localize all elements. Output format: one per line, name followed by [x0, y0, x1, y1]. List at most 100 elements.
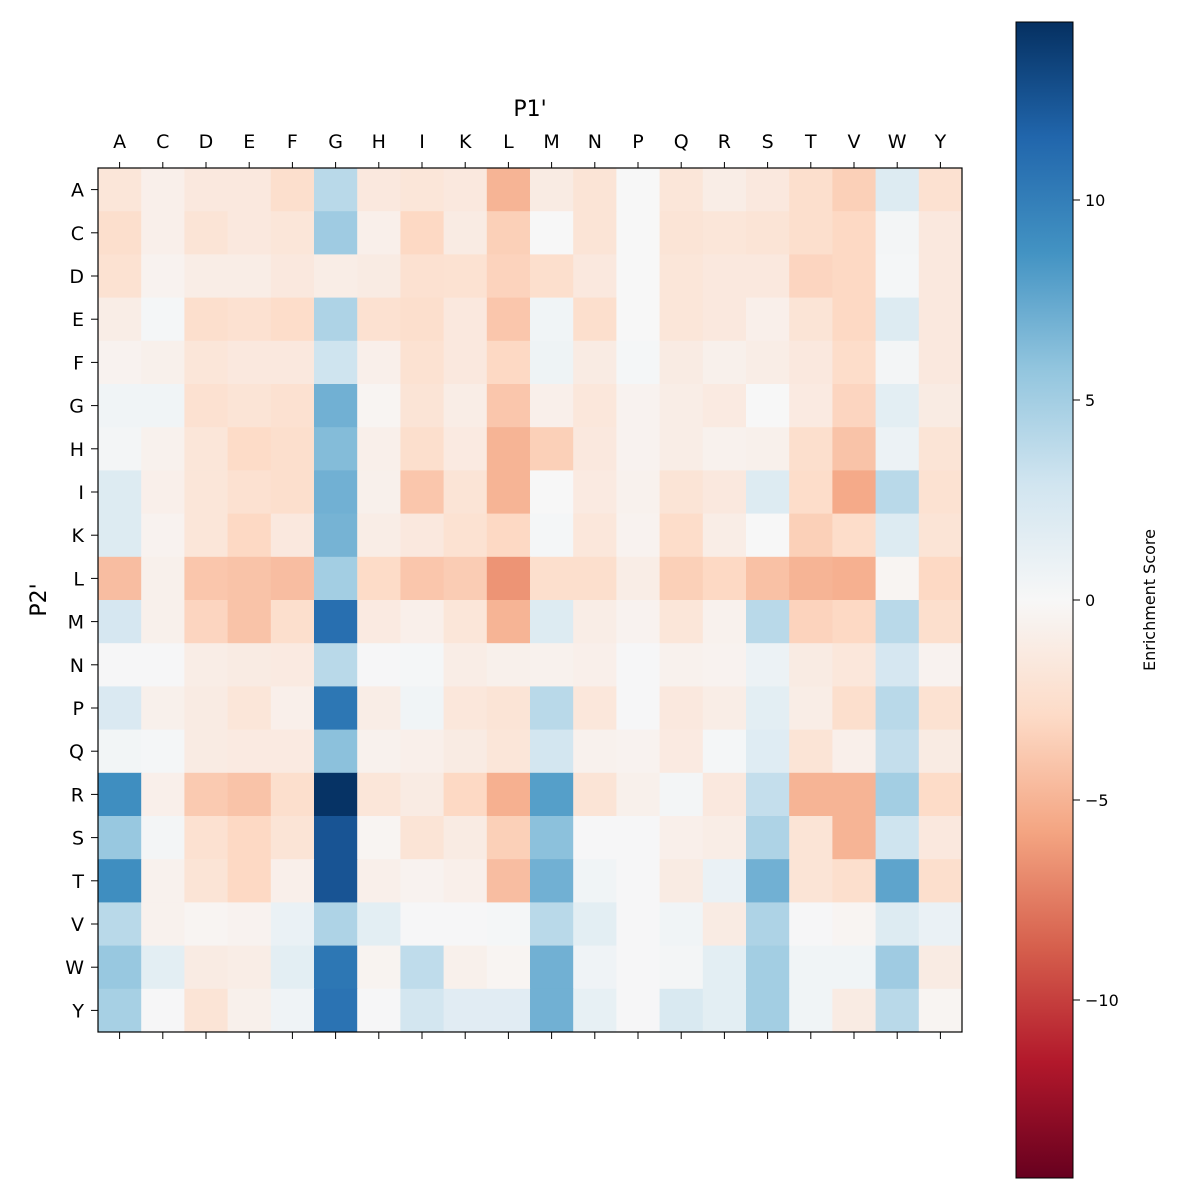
heatmap-cell — [314, 859, 358, 903]
heatmap-cell — [270, 686, 315, 731]
x-tick-label: D — [199, 131, 214, 153]
heatmap-cell — [98, 816, 142, 860]
heatmap-cell — [746, 643, 790, 687]
heatmap-cell — [314, 211, 358, 255]
x-tick-label: F — [287, 131, 298, 153]
heatmap-cell — [530, 211, 574, 255]
heatmap-cell — [443, 470, 488, 515]
y-tick-label: D — [69, 266, 84, 288]
heatmap-cell — [357, 686, 401, 731]
y-tick-label: V — [71, 914, 84, 936]
heatmap-cell — [357, 729, 401, 774]
heatmap-cell — [832, 772, 877, 817]
heatmap-cell — [746, 600, 790, 644]
heatmap-cell — [184, 211, 229, 255]
heatmap-cell — [789, 254, 833, 299]
heatmap-cell — [832, 297, 877, 342]
heatmap-cell — [616, 988, 661, 1033]
heatmap-cell — [659, 297, 704, 342]
heatmap-cell — [184, 470, 229, 515]
heatmap-cell — [875, 556, 920, 601]
heatmap-cell — [486, 384, 531, 428]
heatmap-cell — [486, 600, 531, 644]
heatmap-cell — [184, 902, 229, 947]
heatmap-cell — [746, 340, 790, 385]
heatmap-cell — [875, 816, 920, 860]
heatmap-cell — [530, 600, 574, 644]
heatmap-cell — [184, 427, 229, 471]
heatmap-cell — [227, 556, 272, 601]
heatmap-cell — [702, 211, 747, 255]
heatmap-cell — [486, 340, 531, 385]
heatmap-cell — [659, 600, 704, 644]
heatmap-cell — [789, 427, 833, 471]
heatmap-cell — [659, 384, 704, 428]
x-tick-label: W — [888, 131, 907, 153]
heatmap-cell — [918, 211, 963, 255]
heatmap-cell — [357, 902, 401, 947]
heatmap-cell — [573, 427, 617, 471]
heatmap-cell — [530, 686, 574, 731]
heatmap-cell — [486, 729, 531, 774]
heatmap-cell — [530, 902, 574, 947]
heatmap-cell — [141, 427, 185, 471]
heatmap-cell — [789, 772, 833, 817]
heatmap-cell — [98, 600, 142, 644]
heatmap-cell — [270, 902, 315, 947]
heatmap-cell — [357, 513, 401, 558]
heatmap-cell — [832, 902, 877, 947]
heatmap-cell — [400, 729, 445, 774]
heatmap-cell — [702, 945, 747, 990]
x-tick-label: V — [848, 131, 861, 153]
heatmap-cell — [918, 772, 963, 817]
heatmap-cell — [832, 254, 877, 299]
heatmap-cell — [486, 254, 531, 299]
heatmap-cell — [789, 297, 833, 342]
heatmap-cell — [616, 470, 661, 515]
heatmap-cell — [918, 470, 963, 515]
heatmap-cell — [573, 297, 617, 342]
heatmap-cell — [227, 168, 272, 212]
heatmap-cell — [530, 254, 574, 299]
heatmap-cell — [875, 988, 920, 1033]
heatmap-cell — [357, 816, 401, 860]
heatmap-cell — [573, 168, 617, 212]
heatmap-cell — [875, 168, 920, 212]
heatmap-cell — [789, 643, 833, 687]
heatmap-cell — [702, 686, 747, 731]
x-tick-label: T — [804, 131, 817, 153]
heatmap-cell — [789, 211, 833, 255]
heatmap-cell — [443, 254, 488, 299]
heatmap-cell — [443, 384, 488, 428]
heatmap-cell — [141, 168, 185, 212]
heatmap-cell — [659, 988, 704, 1033]
heatmap-cell — [530, 168, 574, 212]
heatmap-cell — [486, 643, 531, 687]
heatmap-cell — [746, 772, 790, 817]
heatmap-cell — [98, 859, 142, 903]
heatmap-cell — [141, 211, 185, 255]
heatmap-cell — [98, 686, 142, 731]
heatmap-cell — [789, 988, 833, 1033]
y-tick-label: Q — [69, 741, 84, 763]
heatmap-cell — [141, 988, 185, 1033]
heatmap-cell — [789, 168, 833, 212]
heatmap-cell — [98, 945, 142, 990]
heatmap-cell — [98, 211, 142, 255]
heatmap-cell — [659, 211, 704, 255]
heatmap-cell — [314, 988, 358, 1033]
heatmap-cell — [486, 211, 531, 255]
heatmap-cell — [400, 902, 445, 947]
heatmap-cell — [875, 945, 920, 990]
heatmap-cell — [789, 859, 833, 903]
heatmap-cell — [875, 427, 920, 471]
heatmap-cell — [789, 600, 833, 644]
heatmap-cell — [746, 556, 790, 601]
heatmap-cell — [616, 600, 661, 644]
heatmap-cell — [357, 859, 401, 903]
heatmap-cell — [918, 254, 963, 299]
heatmap-cell — [530, 340, 574, 385]
heatmap-cell — [141, 600, 185, 644]
colorbar-tick-label: 5 — [1085, 391, 1095, 410]
heatmap-cell — [659, 902, 704, 947]
